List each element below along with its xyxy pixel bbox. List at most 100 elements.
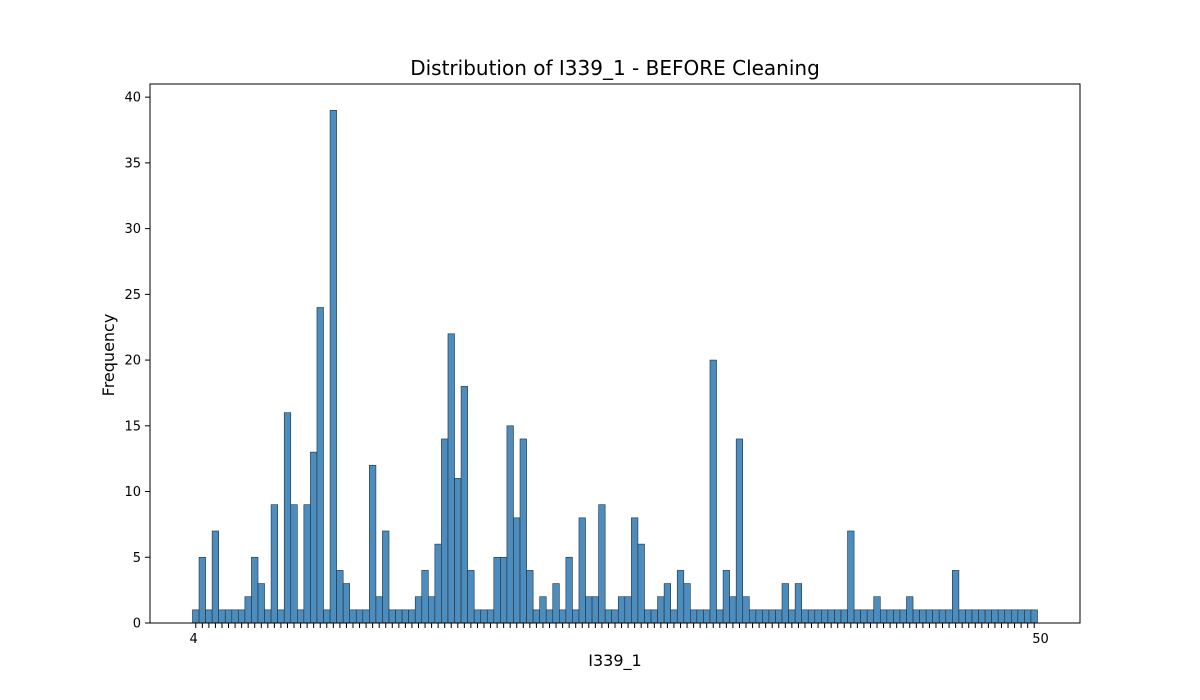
histogram-bar [238,609,246,624]
histogram-bar [585,596,593,624]
histogram-bar [879,609,888,624]
histogram-bar [414,596,423,624]
histogram-bar [1017,609,1025,624]
histogram-bar [670,609,678,624]
histogram-bar [866,609,875,624]
histogram-bar [611,609,619,624]
histogram-bar [827,609,835,624]
histogram-bar [624,596,632,624]
histogram-bar [690,609,698,624]
histogram-bar [971,609,979,624]
histogram-bar [382,530,390,624]
histogram-bar [801,609,809,624]
histogram-bar [513,517,521,624]
histogram-bar [768,609,776,624]
histogram-bar [631,517,639,624]
histogram-bar [323,609,331,624]
histogram-bar [467,570,475,624]
histogram-bar [748,609,757,624]
histogram-bar [840,609,848,624]
histogram-bar [958,609,966,624]
histogram-bar [755,609,763,624]
histogram-bar [1004,609,1012,624]
histogram-bar [552,583,560,624]
histogram-bar [578,517,586,624]
histogram-bar [408,609,416,624]
histogram-bar [316,307,324,624]
histogram-bar [460,386,468,624]
histogram-bar [807,609,816,624]
histogram-bar [676,570,685,624]
histogram-bar [860,609,868,624]
histogram-bar [591,596,599,624]
histogram-bar [637,543,645,624]
histogram-bar [729,596,737,624]
histogram-bar [886,609,894,624]
y-tick-label: 30 [124,222,141,237]
histogram-bar [205,609,213,624]
histogram-bar [893,609,901,624]
histogram-bar [598,504,606,624]
histogram-bar [1024,609,1032,624]
histogram-bar [342,583,351,624]
histogram-bar [480,609,488,624]
histogram-bar [192,609,200,624]
histogram-bar [336,570,344,624]
histogram-bar [198,556,206,624]
histogram-bar [519,438,527,624]
histogram-bar [794,583,802,624]
histogram-bar [454,478,462,624]
histogram-bar [834,609,842,624]
histogram-bar [362,609,370,624]
histogram-bar [388,609,396,624]
y-tick-label: 40 [124,91,141,106]
histogram-bar [375,596,383,624]
histogram-bar [683,583,691,624]
y-tick-label: 35 [124,156,141,171]
histogram-bar [369,464,377,624]
histogram-bar [742,596,750,624]
y-tick-label: 0 [133,617,141,632]
histogram-bar [297,609,305,624]
histogram-bar [349,609,357,624]
histogram-bar [984,609,992,624]
histogram-bar [545,609,554,624]
histogram-bar [722,570,730,624]
histogram-bar [847,530,855,624]
x-axis-label: I339_1 [588,651,641,671]
histogram-bar [703,609,711,624]
histogram-bar [735,438,744,624]
histogram-bar [991,609,999,624]
histogram-bar [657,596,665,624]
histogram-bar [264,609,272,624]
histogram-bar [244,596,252,624]
histogram-bar [434,543,442,624]
y-axis-ticks: 0 5 10 15 20 25 30 35 40 [124,91,150,632]
histogram-bar [421,570,429,624]
histogram-bar [762,609,770,624]
histogram-bar [938,609,947,624]
histogram-bar [224,609,233,624]
histogram-bar [506,425,514,624]
histogram-bar [899,609,907,624]
histogram-bar [277,609,285,624]
bars-group [192,109,1038,624]
y-tick-label: 25 [124,288,141,303]
y-tick-label: 20 [124,354,141,369]
histogram-bar [873,596,881,624]
x-tick-label: 50 [1032,632,1049,647]
histogram-bar [290,504,298,624]
histogram-bar [1030,609,1038,624]
histogram-bar [303,504,311,624]
histogram-bar [781,583,789,624]
histogram-bar [952,570,960,624]
histogram-bar [251,556,259,624]
chart-title: Distribution of I339_1 - BEFORE Cleaning [410,56,820,80]
histogram-bar [565,556,573,624]
histogram-bar [329,109,337,624]
histogram-bar [775,609,783,624]
histogram-bar [788,609,796,624]
histogram-bar [978,609,986,624]
y-tick-label: 5 [133,551,141,566]
